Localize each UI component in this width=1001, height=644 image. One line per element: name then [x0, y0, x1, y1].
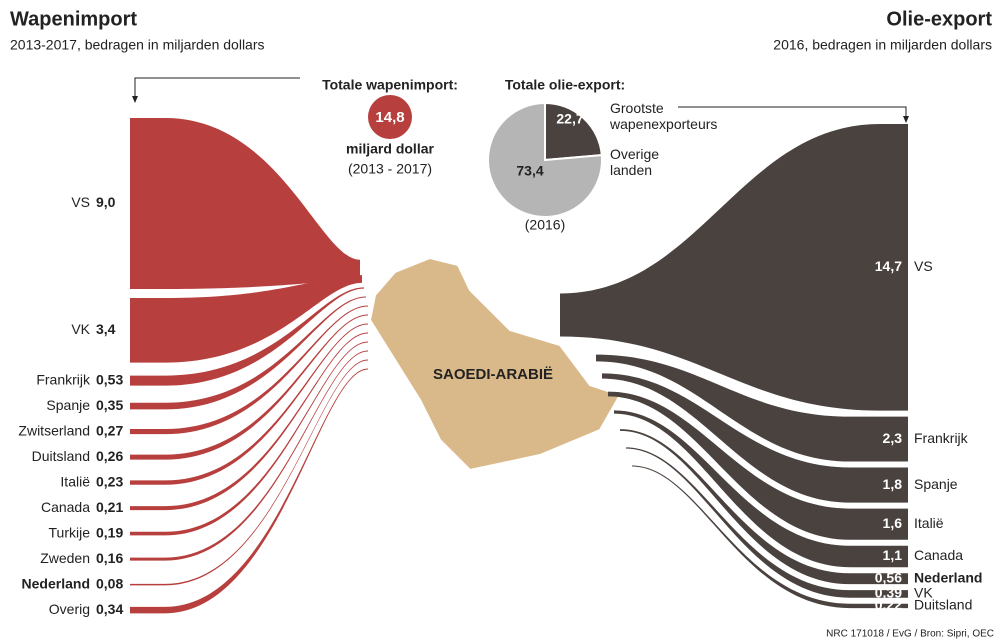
value-label: 0,56	[875, 569, 902, 585]
legend-label: Overige landen	[610, 146, 660, 178]
category-label: Canada	[914, 547, 963, 563]
category-label: Spanje	[914, 476, 958, 492]
flow	[608, 391, 908, 540]
total-period: (2013 - 2017)	[348, 161, 432, 177]
flow	[130, 118, 360, 289]
value-label: 0,39	[875, 585, 902, 601]
category-label: VK	[914, 585, 933, 601]
category-label: Turkije	[49, 524, 91, 540]
value-label: 9,0	[96, 194, 116, 210]
value-label: 1,1	[883, 547, 903, 563]
value-label: 1,6	[883, 515, 903, 531]
value-label: 0,23	[96, 473, 123, 489]
left-title: Wapenimport	[10, 8, 137, 30]
value-label: 14,7	[875, 258, 902, 274]
flow	[130, 275, 362, 363]
category-label: Nederland	[914, 569, 982, 585]
flow	[596, 354, 908, 462]
total-value: 14,8	[375, 109, 404, 126]
pie-slice	[544, 101, 603, 162]
arrow	[134, 77, 300, 100]
flow	[602, 373, 908, 503]
legend-label: Grootste wapenexporteurs	[610, 100, 718, 132]
total-circle	[368, 95, 412, 139]
value-label: 0,53	[96, 371, 123, 387]
category-label: Duitsland	[32, 448, 90, 464]
value-label: 3,4	[96, 321, 116, 337]
right-subtitle: 2016, bedragen in miljarden dollars	[773, 37, 992, 53]
total-unit: miljard dollar	[346, 141, 434, 157]
category-label: Zwitserland	[18, 422, 90, 438]
flow	[130, 287, 364, 386]
category-label: Italië	[914, 515, 944, 531]
category-label: Zweden	[40, 550, 90, 566]
value-label: 73,4	[516, 163, 543, 179]
flow	[560, 124, 908, 411]
value-label: 1,8	[883, 476, 903, 492]
map	[368, 256, 622, 472]
value-label: 0,22	[875, 597, 902, 613]
category-label: Nederland	[22, 575, 90, 591]
category-label: VS	[71, 194, 90, 210]
category-label: Overig	[49, 601, 90, 617]
flow	[620, 429, 908, 585]
center-label: SAOEDI-ARABIË	[433, 366, 553, 383]
arrow-head	[132, 96, 138, 103]
value-label: 0,27	[96, 422, 123, 438]
category-label: Frankrijk	[36, 371, 91, 387]
value-label: 0,08	[96, 575, 123, 591]
category-label: Canada	[41, 499, 90, 515]
value-label: 0,26	[96, 448, 123, 464]
arrow	[678, 106, 907, 120]
category-label: VK	[71, 321, 90, 337]
category-label: Italië	[60, 473, 90, 489]
value-label: 0,35	[96, 397, 123, 413]
pie-title: Totale olie-export:	[505, 77, 625, 93]
value-label: 0,21	[96, 499, 123, 515]
source: NRC 171018 / EvG / Bron: Sipri, OEC	[826, 629, 994, 640]
pie-note: (2016)	[525, 217, 565, 233]
category-label: VS	[914, 258, 933, 274]
flow	[632, 465, 908, 609]
value-label: 0,16	[96, 550, 123, 566]
value-label: 0,19	[96, 524, 123, 540]
value-label: 2,3	[883, 430, 903, 446]
category-label: Duitsland	[914, 597, 972, 613]
flow	[614, 410, 908, 568]
value-label: 22,7	[556, 111, 583, 127]
left-subtitle: 2013-2017, bedragen in miljarden dollars	[10, 37, 265, 53]
arrow-head	[903, 116, 909, 123]
category-label: Spanje	[46, 397, 90, 413]
category-label: Frankrijk	[914, 430, 969, 446]
total-title: Totale wapenimport:	[322, 77, 458, 93]
value-label: 0,34	[96, 601, 123, 617]
pie-slice	[487, 101, 603, 218]
right-title: Olie-export	[886, 8, 992, 30]
